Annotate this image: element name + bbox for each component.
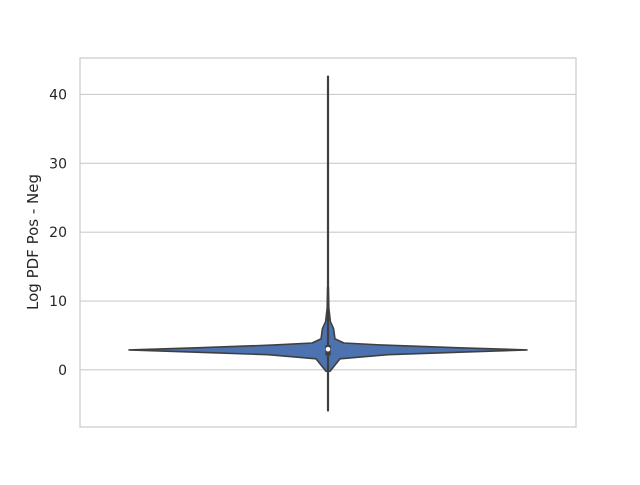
y-axis-label: Log PDF Pos - Neg bbox=[24, 174, 42, 310]
y-tick-label-40: 40 bbox=[49, 87, 67, 103]
y-tick-label-30: 30 bbox=[49, 156, 67, 172]
plot-frame bbox=[79, 57, 577, 428]
y-tick-labels: 0 10 20 30 40 bbox=[49, 87, 67, 378]
violin-group bbox=[128, 75, 528, 412]
y-tick-label-0: 0 bbox=[58, 363, 67, 379]
y-tick-label-10: 10 bbox=[49, 294, 67, 310]
y-tick-label-20: 20 bbox=[49, 225, 67, 241]
violin-median-point bbox=[325, 346, 331, 352]
